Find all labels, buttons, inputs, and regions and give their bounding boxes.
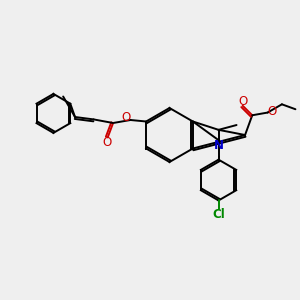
Text: O: O — [103, 136, 112, 149]
Text: O: O — [121, 111, 130, 124]
Text: O: O — [238, 95, 247, 108]
Text: N: N — [214, 139, 224, 152]
Text: O: O — [267, 105, 276, 118]
Text: Cl: Cl — [212, 208, 225, 221]
